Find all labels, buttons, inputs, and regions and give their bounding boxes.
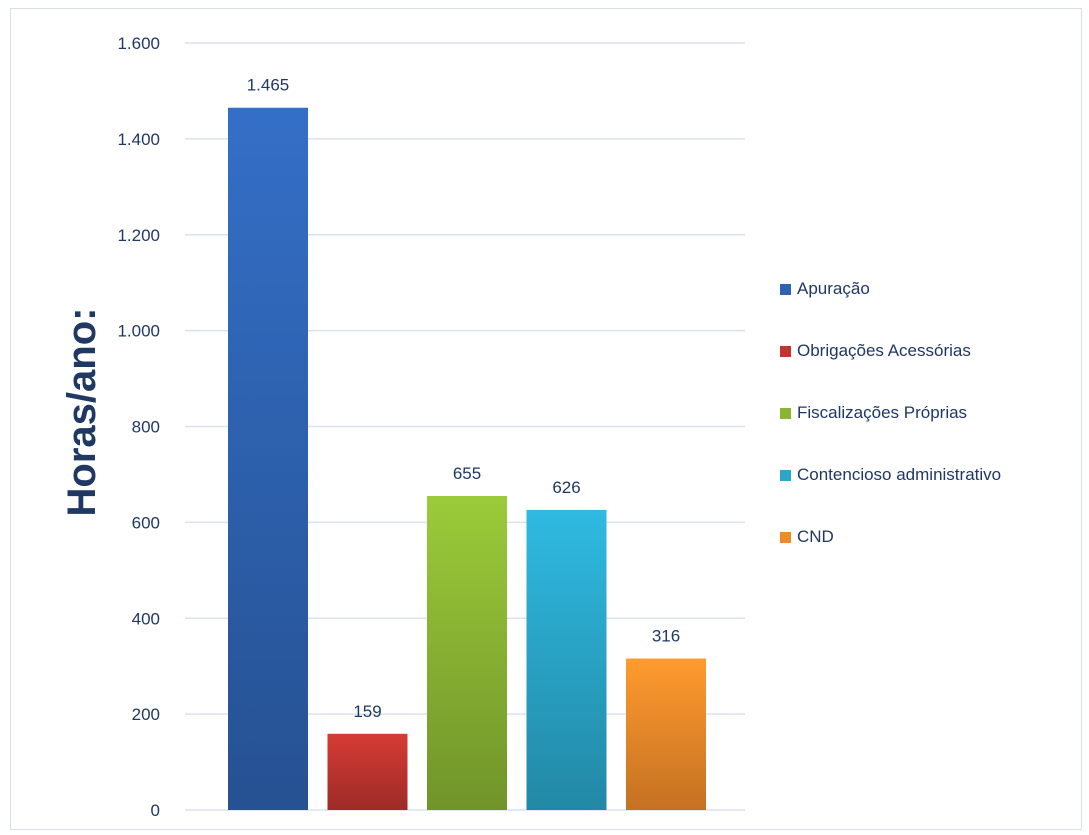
legend-swatch — [780, 407, 791, 419]
bars — [228, 107, 706, 810]
legend-swatch — [780, 469, 791, 481]
data-label: 316 — [652, 627, 680, 646]
y-tick-label: 800 — [132, 418, 160, 437]
legend-item: Contencioso administrativo — [780, 464, 1001, 486]
y-tick-label: 600 — [132, 513, 160, 532]
legend-label: Obrigações Acessórias — [797, 341, 971, 360]
legend-swatch — [780, 531, 791, 543]
legend-label: Contencioso administrativo — [797, 465, 1002, 484]
legend-swatch — [780, 283, 791, 295]
bar-cnd — [626, 658, 706, 810]
data-label: 1.465 — [247, 76, 290, 95]
y-axis-ticks: 0 200 400 600 800 1.000 1.200 1.400 1.600 — [117, 34, 160, 820]
y-tick-label: 200 — [132, 705, 160, 724]
y-tick-label: 1.000 — [117, 322, 160, 341]
legend-swatch — [780, 345, 791, 357]
legend: Apuração Obrigações Acessórias Fiscalizaçõ… — [780, 278, 1001, 588]
legend-label: Apuração — [797, 279, 870, 298]
bar-obriga-es-acess-rias — [327, 733, 408, 810]
legend-label: CND — [797, 527, 834, 546]
y-tick-label: 1.200 — [117, 226, 160, 245]
legend-item: Apuração — [780, 278, 1001, 300]
data-label: 626 — [552, 478, 580, 497]
data-labels: 1.465 159 655 626 316 — [247, 76, 680, 721]
legend-label: Fiscalizações Próprias — [797, 403, 968, 422]
bar-contencioso-administrativo — [526, 509, 607, 810]
data-label: 159 — [353, 702, 381, 721]
legend-item: Obrigações Acessórias — [780, 340, 1001, 362]
bar-apura-o — [228, 107, 308, 810]
y-axis-label: Horas/ano: — [60, 308, 104, 517]
y-tick-label: 0 — [151, 801, 160, 820]
legend-item: CND — [780, 526, 1001, 548]
data-label: 655 — [453, 464, 481, 483]
bar-fiscaliza-es-pr-prias — [427, 496, 507, 810]
y-tick-label: 1.400 — [117, 130, 160, 149]
y-tick-label: 1.600 — [117, 34, 160, 53]
y-tick-label: 400 — [132, 609, 160, 628]
legend-item: Fiscalizações Próprias — [780, 402, 1001, 424]
